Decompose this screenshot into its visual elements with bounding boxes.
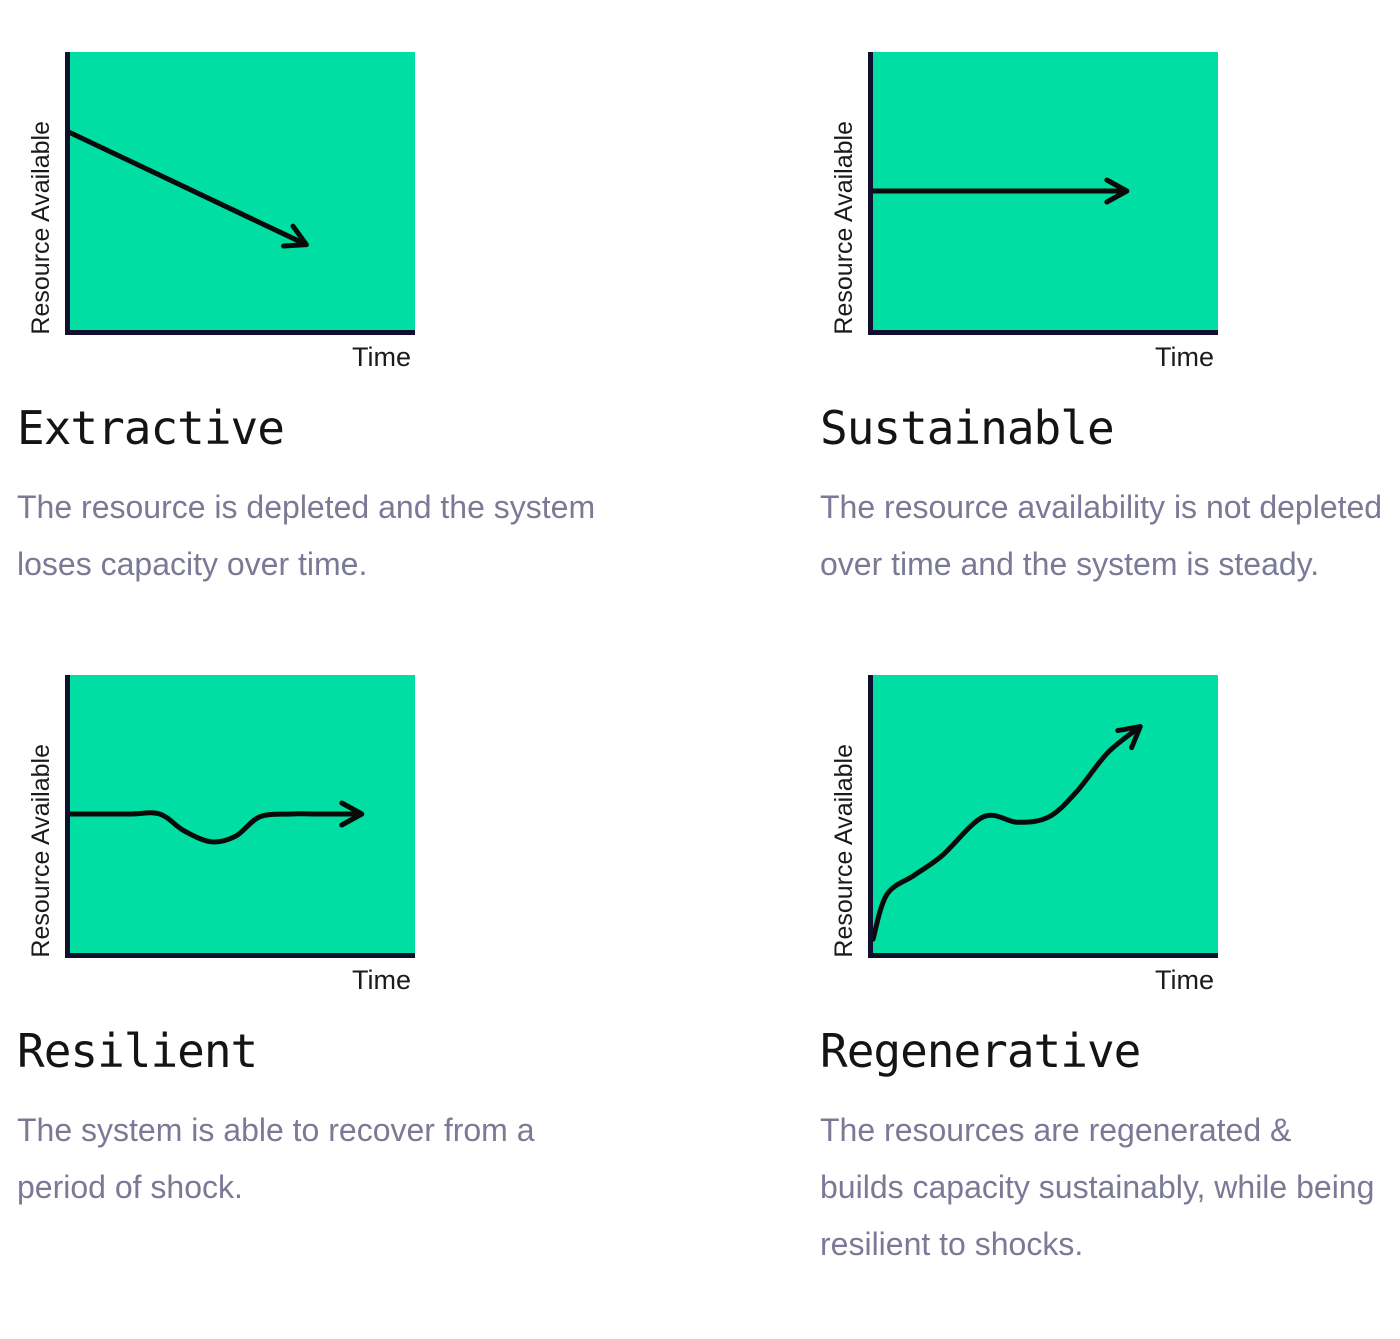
trend-line [70, 800, 365, 845]
trend-line [873, 724, 1143, 942]
panel-title: Regenerative [820, 1024, 1141, 1078]
x-axis-label: Time [1155, 965, 1214, 995]
panel-title: Resilient [17, 1024, 258, 1078]
panel-regenerative: Resource Available Time Regenerative The… [820, 675, 1383, 1309]
panel-title: Sustainable [820, 401, 1115, 455]
y-axis-label-box: Resource Available [17, 675, 65, 958]
panel-description: The resources are regenerated & builds c… [820, 1112, 1375, 1262]
y-axis-label: Resource Available [26, 744, 55, 958]
y-axis-label: Resource Available [829, 744, 858, 958]
trend-line [70, 130, 309, 249]
trend-svg [873, 177, 1130, 205]
panel-description: The resource availability is not deplete… [820, 489, 1383, 582]
y-axis-label-box: Resource Available [820, 675, 868, 958]
chart-resilient: Resource Available [17, 675, 640, 958]
panel-resilient: Resource Available Time Resilient The sy… [17, 675, 640, 1309]
plot-area [65, 675, 415, 958]
chart-extractive: Resource Available [17, 52, 640, 335]
trend-svg [70, 130, 309, 249]
plot-area [868, 52, 1218, 335]
y-axis-label-box: Resource Available [17, 52, 65, 335]
panel-sustainable: Resource Available Time Sustainable The … [820, 52, 1383, 629]
y-axis-label-box: Resource Available [820, 52, 868, 335]
x-axis-label: Time [352, 965, 411, 995]
chart-sustainable: Resource Available [820, 52, 1383, 335]
y-axis-label: Resource Available [26, 121, 55, 335]
x-axis-label: Time [1155, 342, 1214, 372]
x-axis-label: Time [352, 342, 411, 372]
panel-title: Extractive [17, 401, 285, 455]
panel-description: The resource is depleted and the system … [17, 489, 596, 582]
plot-area [65, 52, 415, 335]
trend-svg [873, 724, 1143, 942]
y-axis-label: Resource Available [829, 121, 858, 335]
trend-svg [70, 800, 365, 845]
chart-regenerative: Resource Available [820, 675, 1383, 958]
plot-area [868, 675, 1218, 958]
panel-description: The system is able to recover from a per… [17, 1112, 535, 1205]
panel-extractive: Resource Available Time Extractive The r… [17, 52, 640, 629]
